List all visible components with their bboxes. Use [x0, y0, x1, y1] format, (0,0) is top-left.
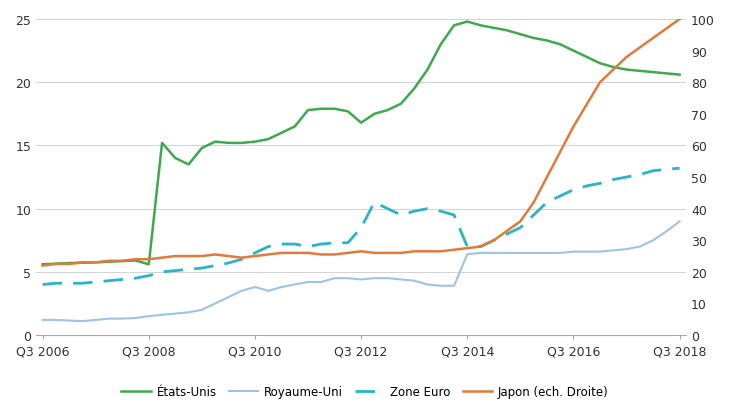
Legend: États-Unis, Royaume-Uni, Zone Euro, Japon (ech. Droite): États-Unis, Royaume-Uni, Zone Euro, Japo… — [117, 381, 613, 403]
